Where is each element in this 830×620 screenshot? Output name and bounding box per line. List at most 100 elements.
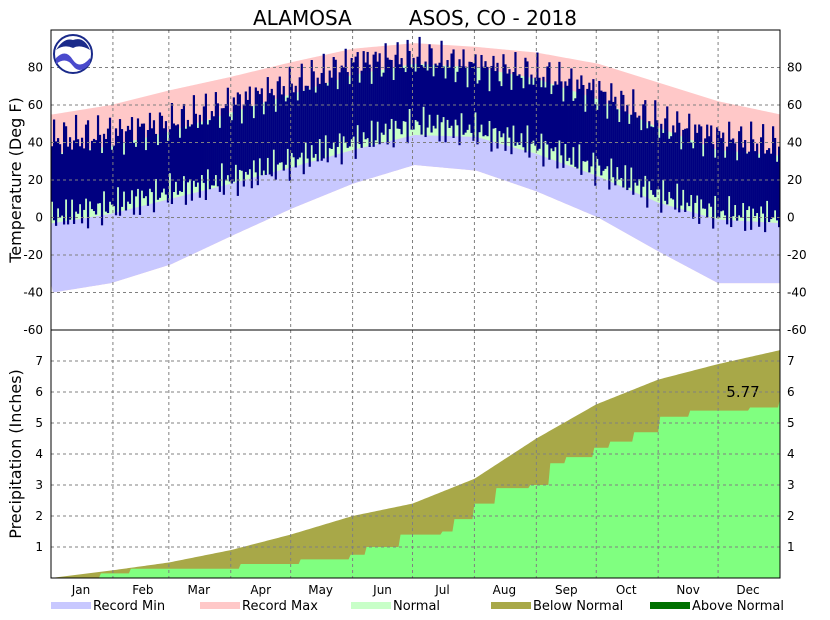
actual-temperature-bars: [51, 36, 781, 233]
daily-temp-bar: [452, 49, 455, 138]
daily-temp-bar: [684, 128, 687, 212]
precip-tick-left: 4: [35, 447, 43, 461]
daily-temp-bar: [294, 85, 297, 168]
temp-tick-left: 0: [35, 211, 43, 225]
daily-temp-bar: [388, 59, 391, 130]
daily-temp-bar: [156, 145, 160, 200]
temp-tick-right: -60: [787, 323, 807, 337]
daily-temp-bar: [518, 74, 521, 145]
daily-temp-bar: [696, 132, 699, 196]
daily-temp-bar: [310, 60, 313, 146]
daily-temp-bar: [748, 151, 751, 207]
daily-temp-bar: [66, 146, 70, 225]
daily-temp-bar: [88, 150, 92, 202]
temp-tick-left: 20: [28, 173, 43, 187]
daily-temp-bar: [652, 127, 655, 195]
daily-temp-bar: [582, 84, 585, 162]
daily-temp-bar: [232, 97, 235, 182]
daily-temp-bar: [522, 88, 525, 148]
temp-tick-left: -20: [23, 248, 43, 262]
month-tick-label: Aug: [493, 583, 516, 597]
daily-temp-bar: [258, 94, 261, 159]
daily-temp-bar: [638, 115, 641, 180]
daily-temp-bar: [190, 124, 194, 201]
daily-temp-bar: [436, 65, 439, 115]
daily-temp-bar: [600, 90, 603, 176]
daily-temp-bar: [234, 104, 237, 165]
daily-temp-bar: [356, 52, 359, 126]
daily-temp-bar: [588, 82, 591, 173]
daily-temp-bar: [528, 84, 531, 158]
daily-temp-bar: [764, 153, 767, 233]
daily-temp-bar: [332, 56, 335, 143]
daily-temp-bar: [774, 137, 777, 211]
daily-temp-bar: [620, 90, 623, 179]
daily-temp-bar: [572, 100, 575, 148]
daily-temp-bar: [228, 116, 231, 182]
daily-temp-bar: [90, 140, 94, 210]
daily-temp-bar: [374, 51, 377, 141]
daily-temp-bar: [480, 54, 483, 125]
daily-temp-bar: [462, 49, 465, 135]
daily-temp-bar: [352, 62, 355, 137]
temp-tick-right: 0: [787, 211, 795, 225]
daily-temp-bar: [530, 74, 533, 144]
daily-temp-bar: [714, 157, 717, 196]
daily-temp-bar: [298, 77, 301, 158]
precip-tick-right: 2: [787, 509, 795, 523]
daily-temp-bar: [424, 61, 427, 138]
daily-temp-bar: [236, 92, 239, 196]
daily-temp-bar: [686, 128, 689, 203]
daily-temp-bar: [634, 112, 637, 183]
daily-temp-bar: [554, 81, 557, 148]
daily-temp-bar: [396, 42, 399, 129]
daily-temp-bar: [302, 90, 305, 175]
daily-temp-bar: [628, 123, 631, 188]
daily-temp-bar: [270, 88, 273, 177]
daily-temp-bar: [306, 85, 309, 159]
daily-temp-bar: [110, 149, 114, 205]
daily-temp-bar: [210, 111, 213, 186]
daily-temp-bar: [766, 150, 769, 201]
daily-temp-bar: [706, 124, 709, 218]
daily-temp-bar: [240, 123, 243, 171]
daily-temp-bar: [244, 91, 247, 172]
daily-temp-bar: [678, 122, 681, 213]
precip-tick-right: 4: [787, 447, 795, 461]
daily-temp-bar: [680, 149, 683, 206]
daily-temp-bar: [484, 61, 487, 136]
daily-temp-bar: [324, 82, 327, 136]
daily-temp-bar: [326, 85, 329, 163]
daily-temp-bar: [668, 138, 671, 192]
daily-temp-bar: [276, 81, 279, 165]
daily-temp-bar: [192, 95, 196, 181]
daily-temp-bar: [762, 124, 765, 214]
daily-temp-bar: [730, 139, 733, 228]
daily-temp-bar: [626, 104, 629, 191]
daily-temp-bar: [130, 117, 134, 191]
daily-temp-bar: [552, 85, 555, 152]
daily-temp-bar: [404, 72, 407, 122]
daily-temp-bar: [542, 76, 545, 167]
daily-temp-bar: [376, 61, 379, 122]
daily-temp-bar: [144, 150, 148, 197]
daily-temp-bar: [260, 88, 263, 176]
daily-temp-bar: [734, 143, 737, 206]
daily-temp-bar: [698, 124, 701, 224]
daily-temp-bar: [744, 140, 747, 231]
legend-label: Normal: [393, 599, 440, 614]
legend-swatch: [200, 602, 240, 609]
daily-temp-bar: [422, 66, 425, 107]
plot-frame: [50, 29, 781, 579]
daily-temp-bar: [642, 104, 645, 187]
daily-temp-bar: [272, 95, 275, 150]
daily-temp-bar: [434, 63, 437, 129]
daily-temp-bar: [430, 48, 433, 133]
daily-temp-bar: [106, 128, 110, 214]
daily-temp-bar: [544, 87, 547, 141]
daily-temp-bar: [316, 77, 319, 162]
daily-temp-bar: [70, 149, 74, 200]
daily-temp-bar: [712, 144, 715, 229]
daily-temp-bar: [194, 113, 197, 187]
daily-temp-bar: [296, 100, 299, 160]
